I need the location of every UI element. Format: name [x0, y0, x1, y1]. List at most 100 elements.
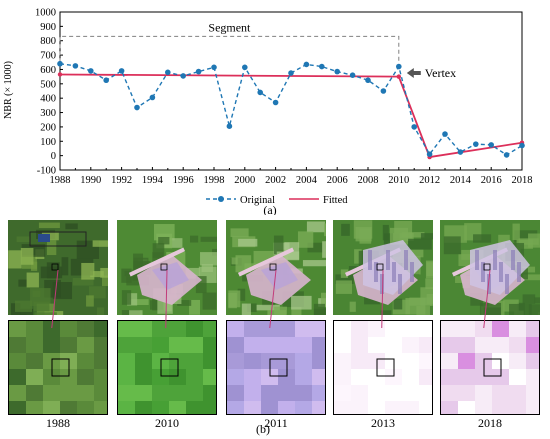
x-tick-label: 2004	[296, 175, 318, 186]
fitted-point	[57, 72, 63, 77]
satellite-image-2018	[440, 220, 540, 315]
original-point	[503, 152, 510, 158]
x-tick-label: 1992	[111, 175, 132, 186]
original-point	[118, 68, 125, 74]
original-point	[396, 63, 402, 70]
x-tick-label: 1998	[204, 175, 225, 186]
x-tick-label: 1990	[80, 175, 101, 186]
zoom-connector-1988	[51, 269, 59, 328]
zoomed-pixel-view-2011	[226, 320, 326, 415]
legend-fitted-label: Fitted	[323, 195, 348, 206]
satellite-image-2013	[333, 220, 433, 315]
y-tick-label: 800	[40, 36, 56, 47]
panel-b-label: (b)	[256, 422, 270, 436]
original-point	[72, 63, 79, 69]
satellite-image-2010	[117, 220, 217, 315]
satellite-image-2011	[226, 220, 326, 315]
plot-frame	[59, 11, 523, 171]
original-point	[88, 68, 94, 74]
segment-label: Segment	[208, 20, 251, 34]
y-tick-label: 700	[40, 51, 56, 62]
original-point	[365, 77, 371, 84]
vertex-arrow-icon	[406, 68, 421, 79]
original-point	[488, 142, 495, 148]
year-caption-2011: 2011	[264, 416, 288, 430]
original-point	[334, 68, 341, 75]
original-point	[226, 123, 233, 129]
vertex-annotation: Vertex	[406, 66, 456, 80]
zoomed-pixel-view-2013	[333, 320, 433, 415]
zoomed-pixel-view-1988	[8, 320, 108, 415]
zoomed-pixel-view-2010	[117, 320, 217, 415]
original-point	[473, 141, 479, 147]
panel-a-label: (a)	[263, 203, 276, 215]
x-tick-label: 2000	[234, 175, 255, 186]
original-series	[57, 60, 525, 158]
y-tick-label: -100	[37, 166, 56, 177]
original-point	[457, 149, 464, 155]
original-point	[349, 72, 356, 78]
y-tick-label: 400	[40, 94, 56, 105]
zoom-connector-2010	[165, 269, 168, 328]
year-caption-2010: 2010	[155, 416, 179, 430]
fitted-point	[396, 74, 401, 79]
original-point	[411, 124, 418, 130]
original-point	[165, 69, 171, 76]
original-point	[242, 64, 248, 71]
original-point	[380, 88, 387, 94]
legend-original-marker	[218, 196, 224, 202]
x-tick-label: 1994	[142, 175, 164, 186]
original-point	[211, 64, 217, 71]
original-point	[149, 94, 156, 101]
x-tick-label: 2002	[265, 175, 286, 186]
x-tick-label: 2006	[327, 175, 348, 186]
zoomed-pixel-view-2018	[440, 320, 540, 415]
y-tick-label: 900	[40, 22, 56, 33]
legend-original-label: Original	[240, 195, 275, 206]
y-tick-label: 0	[51, 151, 56, 162]
year-caption-2013: 2013	[371, 416, 395, 430]
original-point	[442, 131, 448, 137]
zoom-connector-2013	[381, 269, 384, 328]
x-tick-labels: 1988 1990 1992 1994 1996 1998 2000 2002 2004 2006…	[50, 175, 533, 186]
x-tick-label: 2018	[512, 175, 533, 186]
original-point	[57, 60, 63, 67]
year-caption-2018: 2018	[478, 416, 502, 430]
segment-annotation: Segment	[59, 20, 400, 63]
x-tick-label: 1988	[50, 175, 71, 186]
original-point	[303, 61, 310, 68]
x-tick-label: 2010	[388, 175, 409, 186]
y-tick-label: 1000	[35, 8, 56, 19]
chart-axes	[59, 11, 523, 171]
y-tick-label: 500	[40, 79, 56, 90]
y-tick-label: 200	[40, 122, 56, 133]
original-point	[103, 77, 109, 84]
x-tick-label: 2008	[358, 175, 379, 186]
y-axis-label: NBR (× 1000)	[3, 61, 14, 119]
y-tick-label: 100	[40, 137, 56, 148]
fitted-series	[57, 72, 525, 160]
original-point	[288, 70, 294, 76]
zoom-connector-2011	[269, 269, 277, 328]
x-tick-label: 2016	[481, 175, 502, 186]
original-point	[319, 63, 325, 70]
y-tick-label: 600	[40, 65, 56, 76]
x-tick-label: 2014	[450, 175, 472, 186]
satellite-image-1988	[8, 220, 108, 315]
chart-legend: Original Fitted	[206, 195, 348, 206]
y-tick-label: 300	[40, 108, 56, 119]
original-point	[519, 142, 525, 149]
original-point	[180, 73, 186, 79]
original-point	[426, 151, 433, 157]
vertex-label: Vertex	[425, 66, 456, 80]
original-point	[257, 89, 264, 96]
year-caption-1988: 1988	[46, 416, 70, 430]
original-point	[195, 68, 202, 75]
segment-bracket	[59, 35, 400, 63]
zoom-connector-2018	[483, 269, 491, 328]
original-point	[272, 99, 279, 106]
fitted-line	[59, 73, 523, 159]
x-tick-label: 2012	[419, 175, 440, 186]
